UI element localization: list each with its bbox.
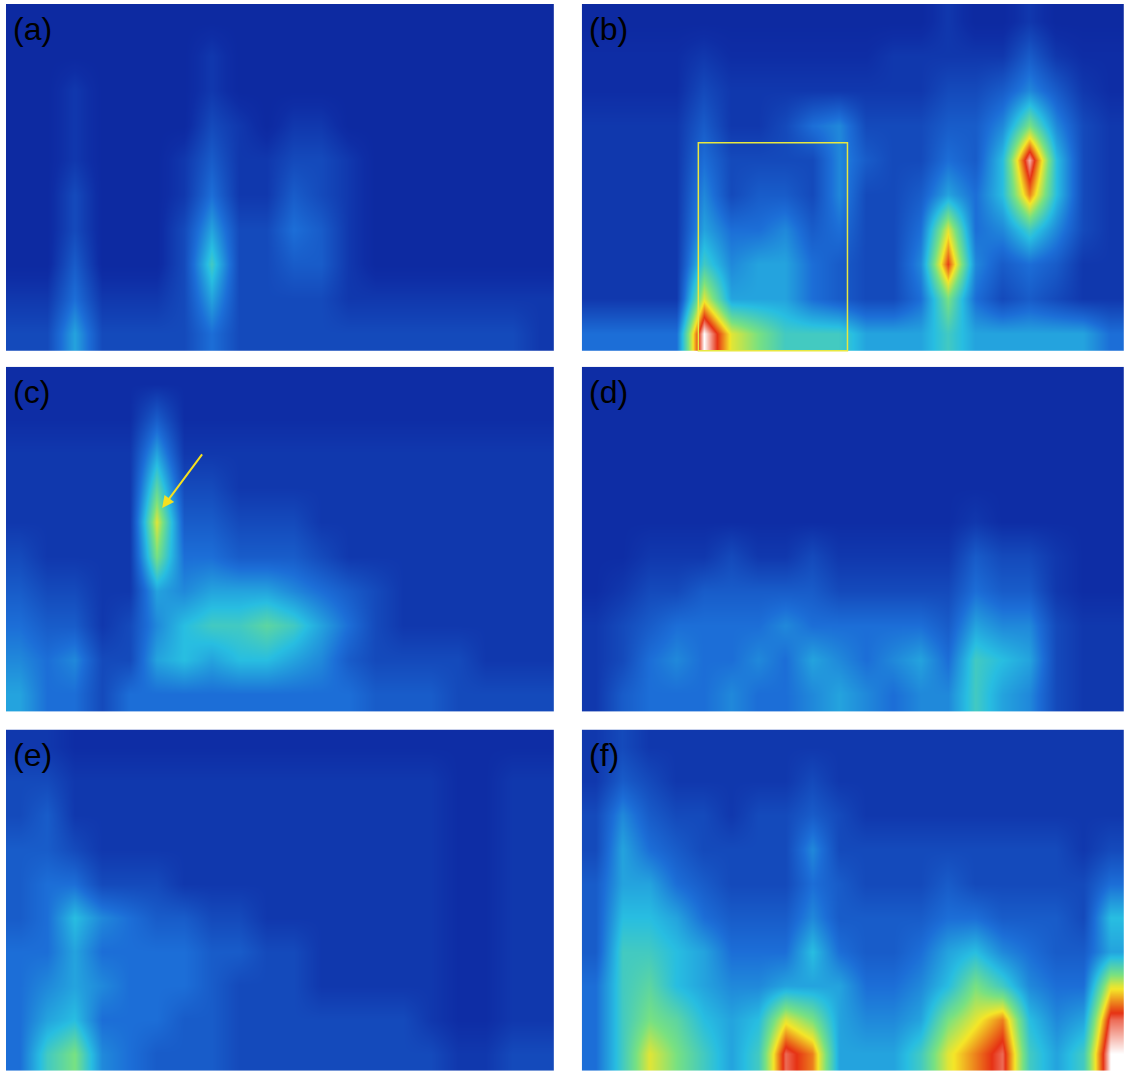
svg-text:(b): (b) bbox=[589, 11, 628, 47]
svg-text:(a): (a) bbox=[13, 11, 52, 47]
svg-text:(d): (d) bbox=[589, 374, 628, 410]
svg-text:(f): (f) bbox=[589, 737, 619, 773]
svg-text:(c): (c) bbox=[13, 374, 50, 410]
svg-text:(e): (e) bbox=[13, 737, 52, 773]
